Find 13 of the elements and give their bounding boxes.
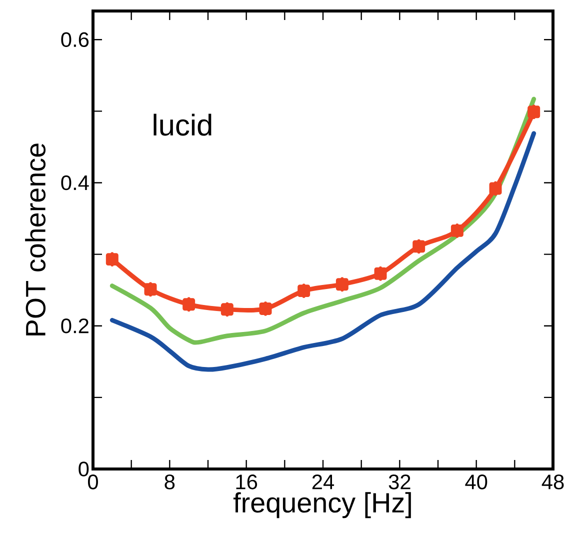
y-tick-label: 0.2: [61, 318, 88, 334]
y-axis-title: POT coherence: [25, 144, 46, 336]
x-tick-label: 24: [312, 474, 334, 490]
x-tick-label: 48: [542, 474, 564, 490]
y-tick-label: 0.6: [61, 32, 89, 48]
x-tick-label: 32: [388, 474, 410, 490]
x-tick-label: 16: [236, 474, 258, 490]
annotation: lucid: [154, 114, 212, 136]
x-axis-title: frequency [Hz]: [233, 492, 411, 518]
y-tick-label: 0: [78, 462, 89, 476]
x-tick-label: 40: [465, 474, 488, 490]
y-tick-label: 0.4: [61, 175, 89, 190]
x-tick-label: 8: [164, 474, 175, 490]
